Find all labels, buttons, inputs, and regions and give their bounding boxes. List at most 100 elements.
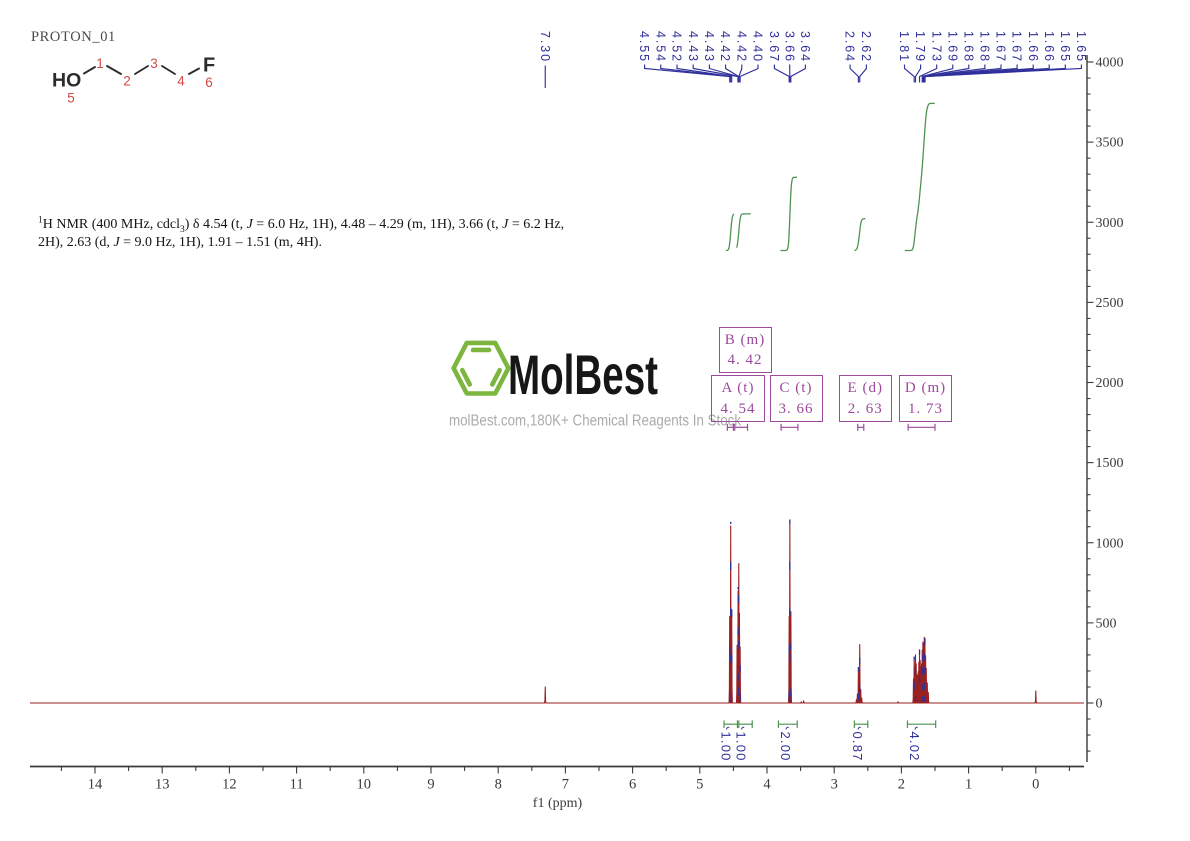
peak-shift-label: 1.66 xyxy=(1042,31,1056,63)
peak-shift-label: 3.64 xyxy=(798,31,812,63)
bond xyxy=(106,65,122,75)
x-axis-tick-label: 10 xyxy=(357,777,372,793)
multiplet-box-label: E (d) xyxy=(847,380,883,396)
integral-value-connector xyxy=(785,726,789,730)
nmr-assignment-text: 1H NMR (400 MHz, cdcl3) δ 4.54 (t, J = 6… xyxy=(38,216,598,251)
x-axis-tick-label: 2 xyxy=(898,777,905,793)
integral-value: 1.00 xyxy=(733,732,748,762)
peak-shift-label: 1.69 xyxy=(945,31,959,63)
peak-shift-label: 4.54 xyxy=(653,31,667,63)
nmr-text-segment: 2H), 2.63 (d, xyxy=(38,234,114,250)
integral-value: 2.00 xyxy=(778,732,793,762)
spectrum-trace xyxy=(30,522,1084,704)
x-axis-title: f1 (ppm) xyxy=(533,796,583,811)
nmr-text-segment: J xyxy=(113,234,120,250)
y-axis-tick-label: 3000 xyxy=(1096,216,1124,231)
nmr-text-segment: J xyxy=(502,217,509,232)
integral-value: 4.02 xyxy=(907,732,922,762)
nmr-assignment-line2: 2H), 2.63 (d, J = 9.0 Hz, 1H), 1.91 – 1.… xyxy=(38,235,322,250)
brand-name: MolBest xyxy=(508,343,658,406)
atom-number: 3 xyxy=(150,56,158,71)
peak-labels: 7.30 4.55 4.54 4.52 4.43 4.43 4.42 4.42 4.40 3.67… xyxy=(538,31,1088,88)
experiment-title: PROTON_01 xyxy=(31,29,116,45)
nmr-assignment-line1: 1H NMR (400 MHz, cdcl3) δ 4.54 (t, J = 6… xyxy=(38,215,564,235)
x-axis-tick-label: 1 xyxy=(965,777,972,793)
x-axis-tick-label: 4 xyxy=(763,777,771,793)
benzene-hexagon-icon xyxy=(451,340,511,396)
peak-shift-label: 7.30 xyxy=(538,31,552,63)
multiplet-box-shift: 4. 54 xyxy=(720,400,756,417)
peak-shift-label: 2.64 xyxy=(843,31,857,63)
multiplet-box-label: B (m) xyxy=(724,331,766,348)
bond xyxy=(188,67,200,75)
peak-label-connector xyxy=(924,64,1082,83)
x-axis-tick-label: 7 xyxy=(562,777,569,793)
y-axis-tick-label: 500 xyxy=(1096,616,1117,631)
multiplet-box-A: A (t) 4. 54 xyxy=(711,375,765,422)
peak-shift-label: 4.42 xyxy=(718,31,732,63)
integral-value: 0.87 xyxy=(850,732,865,762)
multiplet-box-shift: 1. 73 xyxy=(908,400,943,417)
peak-label-connector xyxy=(644,64,731,83)
molecule-structure: HO F 1 2 3 4 5 6 xyxy=(52,55,215,106)
atom-label-fluorine: F xyxy=(203,55,215,77)
y-axis-tick-label: 1000 xyxy=(1096,536,1124,551)
integral-value-connector xyxy=(857,726,861,730)
multiplet-box-shift: 3. 66 xyxy=(778,400,814,417)
peak-shift-label: 2.62 xyxy=(859,31,873,63)
peak-shift-label: 1.79 xyxy=(913,31,927,63)
multiplet-box-label: D (m) xyxy=(904,380,947,396)
multiplet-box-B: B (m) 4. 42 xyxy=(718,326,772,373)
x-axis-tick-label: 13 xyxy=(155,777,170,793)
peak-label-connector xyxy=(660,64,732,83)
peak-label-connector xyxy=(859,64,867,83)
molbest-logo: MolBest molBest.com,180K+ Chemical Reagen… xyxy=(449,340,741,430)
integral-value-connector xyxy=(741,726,745,730)
peak-pick-marks xyxy=(544,519,926,702)
nmr-text-segment: = 9.0 Hz, 1H), 1.91 – 1.51 (m, 4H). xyxy=(119,234,322,250)
integral-curve xyxy=(725,213,735,252)
axes: 14 13 12 11 10 9 8 7 6 5 4 3 2 1 0f1 (ppm)050010001500… xyxy=(30,55,1124,811)
x-axis-tick-label: 11 xyxy=(290,777,304,793)
y-axis-tick-label: 2500 xyxy=(1096,296,1124,311)
peak-shift-label: 4.55 xyxy=(637,31,651,63)
nmr-text-segment: 3 xyxy=(180,224,185,235)
peak-label-connector xyxy=(739,64,759,83)
x-axis-tick-label: 5 xyxy=(696,777,703,793)
integral-curve xyxy=(904,102,935,252)
peak-shift-label: 4.42 xyxy=(734,31,748,63)
peak-shift-label: 1.66 xyxy=(1026,31,1040,63)
multiplet-box-E: E (d) 2. 63 xyxy=(838,375,892,422)
peak-shift-label: 1.67 xyxy=(994,31,1008,63)
integral-curve xyxy=(854,218,866,252)
x-axis-tick-label: 0 xyxy=(1032,777,1039,793)
multiplet-box-D: D (m) 1. 73 xyxy=(899,375,952,422)
bond xyxy=(161,65,176,75)
nmr-text-segment: ) δ 4.54 (t, xyxy=(184,217,247,232)
multiplet-range-markers xyxy=(726,423,936,431)
peak-shift-label: 1.65 xyxy=(1058,31,1072,63)
peak-label-connector xyxy=(738,64,743,83)
nmr-text-segment: 1 xyxy=(38,215,43,226)
integral-curve xyxy=(736,213,751,248)
peak-shift-label: 1.81 xyxy=(897,31,911,63)
x-axis-tick-label: 12 xyxy=(222,777,237,793)
peak-label-connector xyxy=(918,64,938,83)
peak-label-connector xyxy=(773,64,790,83)
atom-number: 6 xyxy=(205,75,213,90)
bond xyxy=(134,65,149,75)
y-axis-tick-label: 1500 xyxy=(1096,456,1124,471)
y-axis-tick-label: 4000 xyxy=(1096,56,1124,71)
peak-shift-label: 4.43 xyxy=(686,31,700,63)
peak-label-connector xyxy=(676,64,733,83)
x-axis-tick-label: 14 xyxy=(88,777,103,793)
peak-label-connector xyxy=(914,64,922,83)
multiplet-box-label: C (t) xyxy=(779,380,813,396)
peak-shift-label: 4.40 xyxy=(751,31,765,63)
integral-curves xyxy=(725,102,935,252)
benzene-double-bond-icon xyxy=(490,367,502,387)
peak-shift-label: 4.43 xyxy=(702,31,716,63)
integral-curve xyxy=(780,176,797,252)
integral-value: 1.00 xyxy=(718,732,733,762)
